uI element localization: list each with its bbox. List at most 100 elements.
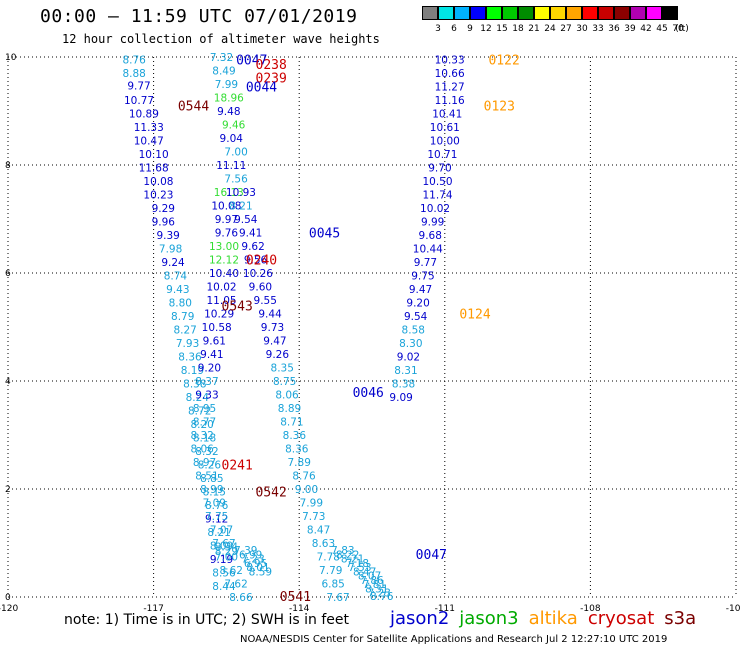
- wave-height-value: 8.89: [278, 403, 301, 415]
- wave-height-value: 7.07: [210, 525, 233, 537]
- wave-height-value: 7.67: [326, 592, 349, 604]
- y-tick-label: 4: [5, 377, 11, 387]
- pass-id-label: 0541: [280, 590, 311, 605]
- wave-height-value: 7.83: [331, 545, 354, 557]
- wave-height-value: 8.36: [178, 352, 202, 364]
- pass-id-label: 0046: [353, 386, 384, 401]
- wave-height-value: 11.33: [134, 122, 164, 134]
- wave-height-value: 11.27: [435, 82, 465, 94]
- wave-height-value: 10.66: [435, 68, 465, 80]
- wave-height-value: 11.68: [139, 163, 169, 175]
- wave-height-value: 11.11: [216, 160, 246, 172]
- wave-height-value: 8.51: [195, 471, 218, 483]
- wave-height-value: 9.09: [389, 392, 412, 404]
- legend-label: 24: [544, 24, 556, 34]
- wave-height-value: 9.75: [411, 271, 434, 283]
- legend-label: 36: [608, 24, 620, 34]
- wave-height-value: 8.85: [200, 473, 223, 485]
- wave-height-value: 8.76: [292, 471, 316, 483]
- legend-unit: (ft): [675, 24, 689, 34]
- wave-height-value: 8.21: [341, 554, 364, 566]
- wave-height-value: 10.93: [226, 187, 256, 199]
- wave-height-value: 8.76: [205, 500, 229, 512]
- y-tick-label: 6: [5, 269, 11, 279]
- pass-id-label: 0240: [246, 254, 277, 269]
- satellite-name: s3a: [664, 608, 697, 629]
- wave-height-value: 8.32: [195, 446, 218, 458]
- legend-label: 21: [528, 24, 540, 34]
- wave-height-value: 8.09: [210, 541, 233, 553]
- legend-swatch: [662, 6, 678, 20]
- wave-height-value: 8.01: [246, 562, 269, 574]
- wave-height-value: 8.21: [207, 527, 230, 539]
- wave-height-value: 7.81: [363, 579, 386, 591]
- wave-height-value: 8.80: [169, 298, 192, 310]
- wave-height-value: 8.38: [183, 379, 206, 391]
- map-title: 00:00 — 11:59 UTC 07/01/2019: [40, 6, 358, 27]
- wave-height-value: 8.66: [229, 592, 253, 604]
- wave-height-value: 8.34: [215, 542, 239, 554]
- wave-height-value: 8.27: [173, 325, 196, 337]
- wave-height-value: 10.08: [143, 176, 173, 188]
- wave-height-value: 8.88: [122, 68, 145, 80]
- wave-height-value: 10.10: [139, 149, 169, 161]
- wave-height-value: 8.29: [215, 546, 238, 558]
- axis-ticks: -120 -117 -114 -111 -108 -105 0 2 4 6 8 10: [0, 53, 740, 614]
- wave-height-value: 9.97: [215, 214, 238, 226]
- wave-height-value: 8.59: [249, 566, 272, 578]
- legend-label: 12: [480, 24, 492, 34]
- wave-height-value: 8.99: [200, 484, 223, 496]
- wave-height-value: 10.77: [124, 95, 154, 107]
- wave-height-value: 10.02: [207, 282, 237, 294]
- legend-swatch: [614, 6, 630, 20]
- legend-label: 70: [672, 24, 684, 34]
- wave-height-value: 8.77: [193, 417, 216, 429]
- legend-swatch: [422, 6, 438, 20]
- wave-height-value: 7.98: [159, 244, 182, 256]
- wave-height-value: 7.53: [348, 562, 371, 574]
- pass-id-label: 0124: [459, 308, 490, 323]
- x-tick-label: -111: [435, 604, 455, 614]
- wave-height-value: 10.33: [435, 55, 465, 67]
- pass-id-label: 0238: [256, 58, 287, 73]
- wave-height-value: 9.43: [166, 284, 189, 296]
- pass-id-label: 0045: [309, 227, 340, 242]
- wave-height-value: 8.32: [190, 430, 213, 442]
- wave-height-value: 9.47: [263, 336, 286, 348]
- wave-height-value: 8.76: [370, 591, 394, 603]
- legend-swatch: [582, 6, 598, 20]
- wave-height-value: 18.96: [214, 93, 244, 105]
- wave-height-value: 7.73: [302, 511, 325, 523]
- wave-height-value: 9.96: [152, 217, 176, 229]
- wave-height-value: 8.74: [164, 271, 188, 283]
- wave-height-value: 9.26: [266, 349, 290, 361]
- x-tick-label: -117: [143, 604, 163, 614]
- wave-height-value: 10.29: [204, 309, 234, 321]
- wave-height-value: 11.74: [422, 190, 452, 202]
- wave-height-value: 9.29: [152, 203, 175, 215]
- legend-swatch: [534, 6, 550, 20]
- wave-height-value: 10.89: [129, 109, 159, 121]
- wave-height-value: 8.47: [353, 566, 376, 578]
- satellite-name: jason2: [390, 608, 450, 629]
- legend-label: 3: [435, 24, 441, 34]
- wave-height-value: 9.20: [406, 298, 429, 310]
- legend-swatch: [486, 6, 502, 20]
- wave-height-value: 9.73: [261, 322, 284, 334]
- wave-height-value: 11.16: [435, 95, 465, 107]
- wave-height-value: 7.99: [215, 79, 238, 91]
- wave-height-value: 9.02: [397, 352, 420, 364]
- wave-height-value: 9.61: [203, 336, 226, 348]
- legend-label: 30: [576, 24, 588, 34]
- wave-height-value: 9.68: [419, 230, 442, 242]
- wave-height-value: 8.97: [193, 457, 216, 469]
- map-grid: [7, 56, 737, 598]
- wave-height-value: 10.47: [134, 136, 164, 148]
- wave-height-value: 10.00: [430, 136, 460, 148]
- wave-height-value: 8.47: [307, 525, 330, 537]
- wave-height-value: 8.62: [220, 565, 243, 577]
- wave-height-value: 8.44: [212, 581, 236, 593]
- wave-height-value: 9.77: [127, 81, 150, 93]
